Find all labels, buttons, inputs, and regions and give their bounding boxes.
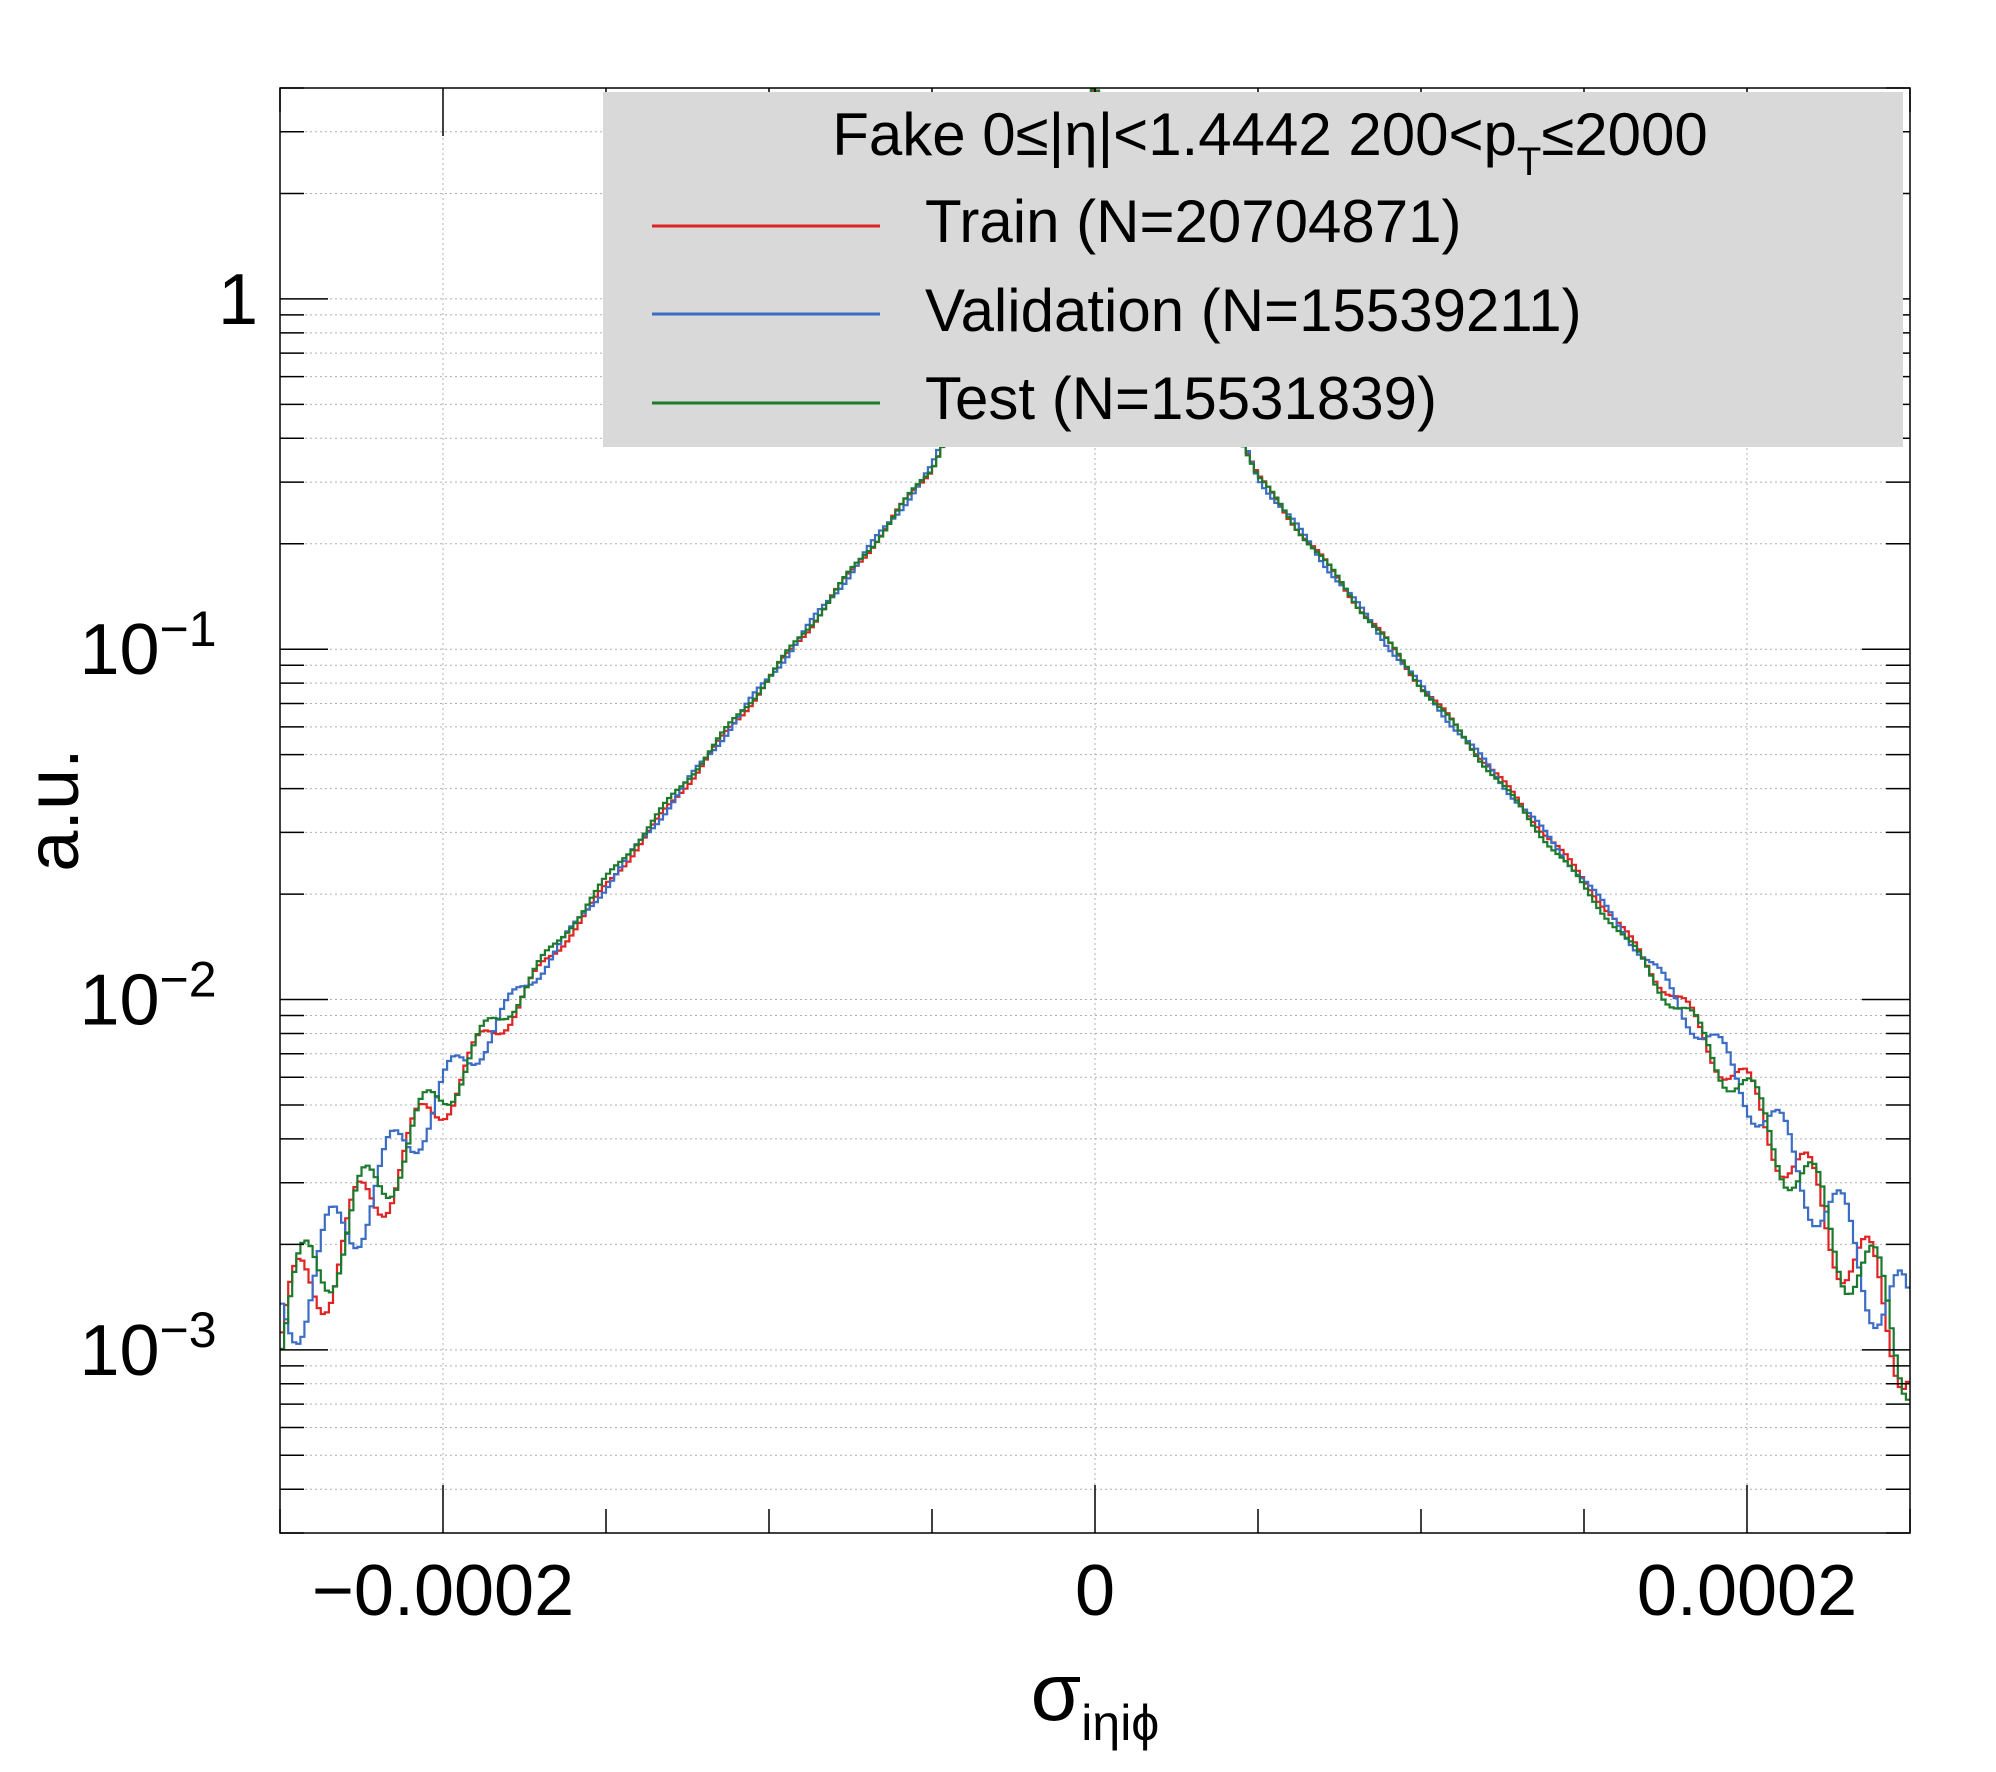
legend-header-tail: ≤2000 — [1541, 101, 1707, 168]
legend-header-sub: T — [1517, 140, 1541, 184]
x-tick-label: 0.0002 — [1637, 1551, 1857, 1631]
legend-label-validation: Validation (N=15539211) — [925, 277, 1582, 344]
legend-box — [603, 92, 1903, 447]
y-tick-label: 10−2 — [79, 952, 216, 1041]
y-tick-label-exp: −1 — [160, 601, 217, 657]
y-tick-label-base: 10 — [79, 1311, 159, 1391]
legend-header-main: Fake 0≤|η|<1.4442 200<p — [832, 101, 1517, 168]
x-tick-label: −0.0002 — [312, 1551, 574, 1631]
y-tick-label-exp: −3 — [160, 1302, 217, 1358]
y-tick-label-base: 10 — [79, 961, 159, 1041]
x-axis-title: σiηiϕ — [1031, 1647, 1160, 1751]
legend-header: Fake 0≤|η|<1.4442 200<pT≤2000 — [832, 101, 1707, 184]
y-axis-title: a.u. — [11, 748, 94, 871]
y-tick-labels: 10−310−210−11 — [79, 260, 258, 1391]
x-tick-label: 0 — [1075, 1551, 1115, 1631]
legend-label-train: Train (N=20704871) — [925, 188, 1461, 255]
y-tick-label-exp: −2 — [160, 952, 217, 1008]
x-tick-labels: −0.0002 0 0.0002 — [312, 1551, 1857, 1631]
x-axis-title-main: σ — [1031, 1647, 1082, 1738]
x-axis-title-sub: iηiϕ — [1081, 1695, 1159, 1751]
y-tick-label: 10−1 — [79, 601, 216, 690]
y-tick-label: 10−3 — [79, 1302, 216, 1391]
y-tick-label: 1 — [218, 260, 258, 340]
y-tick-label-base: 10 — [79, 610, 159, 690]
legend: Fake 0≤|η|<1.4442 200<pT≤2000 Train (N=2… — [603, 92, 1903, 447]
legend-label-test: Test (N=15531839) — [925, 365, 1437, 432]
